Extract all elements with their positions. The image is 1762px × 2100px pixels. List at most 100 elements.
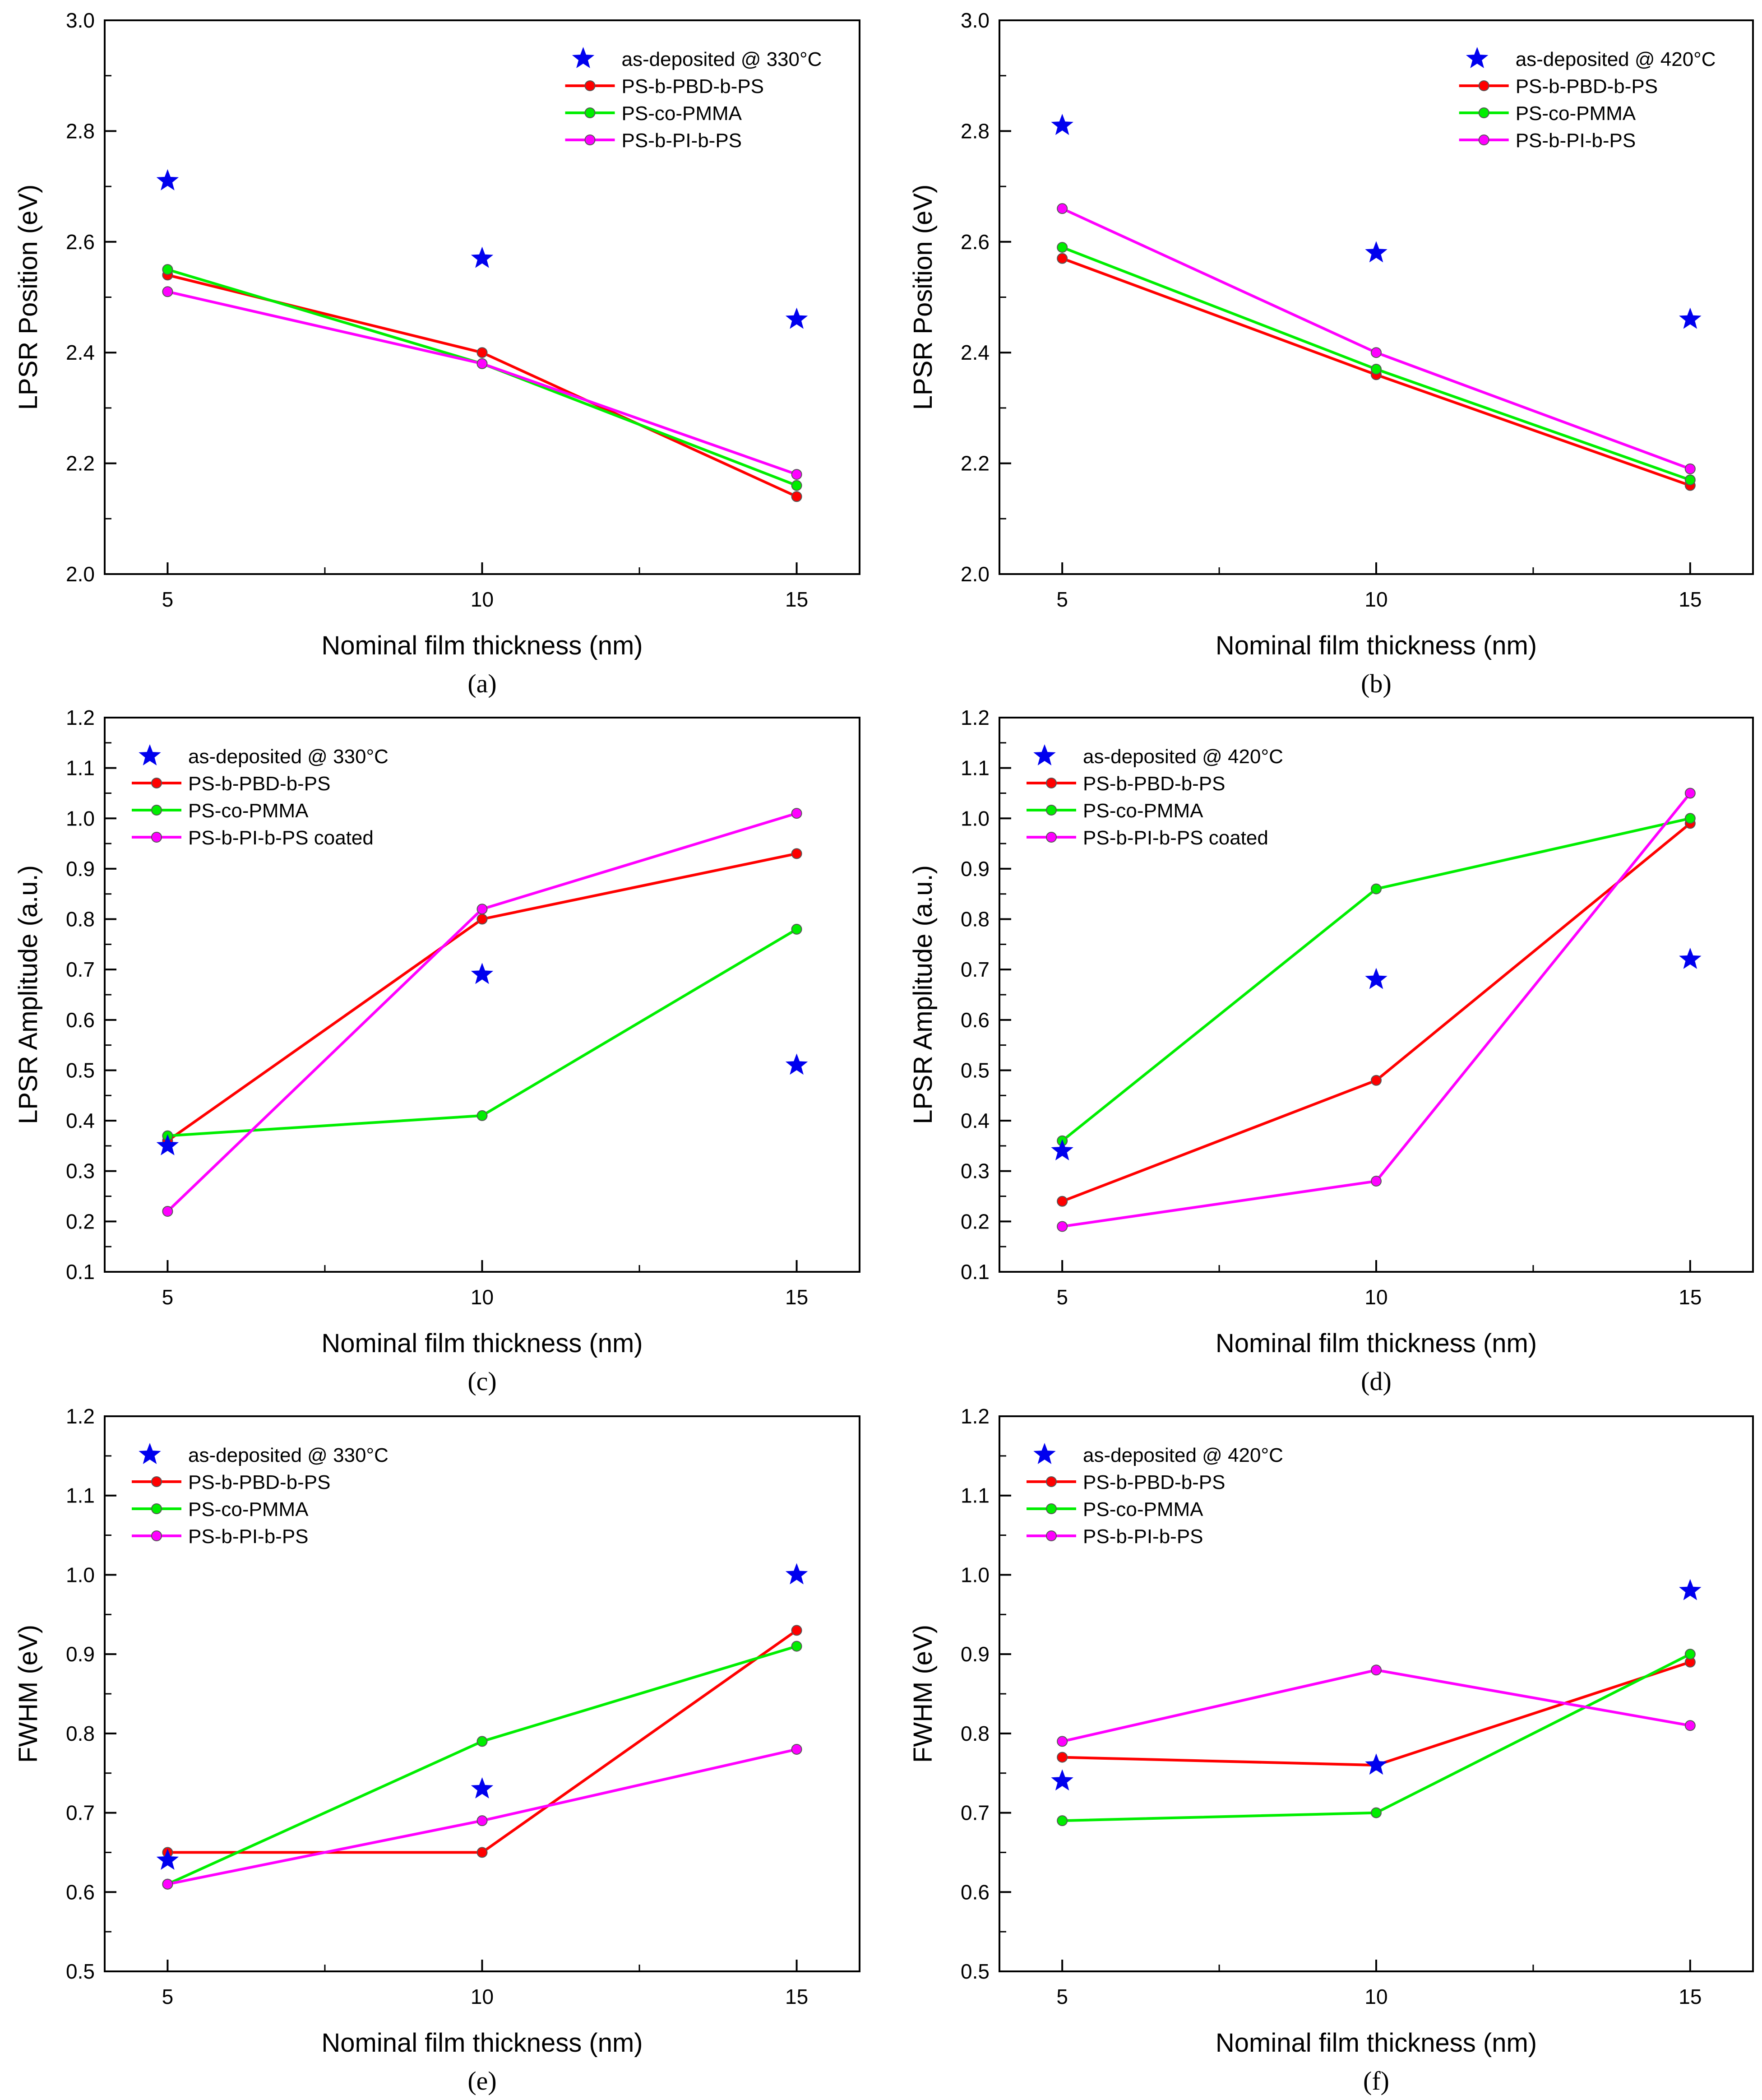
y-tick-label: 2.2 xyxy=(66,452,95,475)
star-point xyxy=(785,307,808,329)
star-point xyxy=(1365,968,1387,989)
series-line-ps-b-pbd-b-ps xyxy=(167,274,797,498)
y-tick-label: 0.6 xyxy=(961,1880,990,1904)
legend-marker xyxy=(1046,1530,1057,1541)
legend-label: PS-b-PI-b-PS coated xyxy=(1083,827,1268,849)
legend-label: PS-b-PI-b-PS coated xyxy=(188,827,374,849)
star-point xyxy=(785,1053,808,1075)
legend-star-marker xyxy=(1466,47,1489,68)
legend-marker xyxy=(1046,832,1057,843)
x-tick-label: 10 xyxy=(1364,588,1387,611)
series-line-ps-b-pi-b-ps-coated xyxy=(1062,792,1692,1228)
legend-marker xyxy=(151,805,162,816)
y-tick-label: 0.5 xyxy=(66,1960,95,1983)
legend-label: PS-b-PI-b-PS xyxy=(188,1525,309,1548)
data-point xyxy=(162,264,173,275)
chart-panel-c: 0.1 0.2 0.3 0.4 0.5 0.6 0.7 0.8 0.9 1.0 1.1 1.2 5 10 1… xyxy=(14,706,860,1396)
y-tick-label: 0.3 xyxy=(961,1159,990,1183)
y-tick-label: 0.9 xyxy=(66,1642,95,1666)
chart-panel-a: 2.0 2.2 2.4 2.6 2.8 3.0 5 10 15 Nominal film thic… xyxy=(14,9,860,698)
data-point xyxy=(1057,203,1068,214)
y-tick-label: 1.1 xyxy=(961,1484,990,1507)
series-line-ps-b-pi-b-ps xyxy=(1062,1669,1691,1743)
x-axis-label: Nominal film thickness (nm) xyxy=(321,1329,643,1358)
y-tick-label: 2.4 xyxy=(961,341,990,364)
x-tick-label: 10 xyxy=(1364,1985,1387,2008)
panel-label: (c) xyxy=(467,1367,496,1396)
data-point xyxy=(476,1110,488,1121)
x-axis-label: Nominal film thickness (nm) xyxy=(1216,631,1537,660)
legend-marker xyxy=(151,1476,162,1487)
star-point xyxy=(1051,1139,1073,1161)
x-tick-label: 5 xyxy=(162,1285,174,1309)
x-tick-label: 5 xyxy=(162,1985,174,2008)
y-tick-label: 2.6 xyxy=(961,230,990,254)
data-point xyxy=(1684,1720,1696,1731)
y-tick-label: 0.8 xyxy=(66,908,95,931)
legend-marker xyxy=(151,1530,162,1541)
data-point xyxy=(791,1641,802,1652)
star-point xyxy=(471,963,494,984)
data-point xyxy=(1371,364,1382,375)
x-axis-label: Nominal film thickness (nm) xyxy=(1216,1329,1537,1358)
star-point xyxy=(1051,1769,1073,1791)
chart-panel-e: 0.5 0.6 0.7 0.8 0.9 1.0 1.1 1.2 5 10 15 Nominal fil… xyxy=(14,1405,860,2095)
x-tick-label: 10 xyxy=(471,1985,494,2008)
star-point xyxy=(1365,241,1387,263)
y-tick-label: 0.7 xyxy=(66,958,95,981)
star-point xyxy=(156,1849,179,1870)
y-tick-label: 0.5 xyxy=(961,1058,990,1082)
star-point xyxy=(156,1134,179,1155)
y-tick-label: 0.8 xyxy=(66,1722,95,1745)
data-point xyxy=(476,904,488,915)
data-point xyxy=(1371,1664,1382,1676)
y-tick-label: 2.4 xyxy=(66,341,95,364)
y-tick-label: 1.0 xyxy=(66,807,95,830)
data-point xyxy=(1684,788,1696,799)
y-tick-label: 0.3 xyxy=(66,1159,95,1183)
y-tick-label: 3.0 xyxy=(961,9,990,32)
y-tick-label: 0.6 xyxy=(66,1008,95,1032)
data-point xyxy=(476,1815,488,1826)
x-tick-label: 5 xyxy=(1056,1985,1068,2008)
y-tick-label: 0.7 xyxy=(961,1801,990,1825)
y-tick-label: 1.1 xyxy=(66,756,95,780)
y-tick-label: 0.7 xyxy=(66,1801,95,1825)
y-tick-label: 0.4 xyxy=(66,1109,95,1132)
star-point xyxy=(1679,947,1702,969)
y-tick-label: 2.2 xyxy=(961,452,990,475)
y-axis-label: FWHM (eV) xyxy=(14,1625,43,1763)
data-point xyxy=(1057,1752,1068,1763)
data-point xyxy=(476,358,488,369)
data-point xyxy=(1371,883,1382,895)
series-line-ps-b-pbd-b-ps xyxy=(1062,1660,1691,1767)
legend-label: PS-co-PMMA xyxy=(622,102,742,125)
x-tick-label: 10 xyxy=(471,588,494,611)
y-tick-label: 0.9 xyxy=(961,857,990,881)
legend-label: as-deposited @ 330°C xyxy=(188,746,388,768)
legend-label: PS-b-PBD-b-PS xyxy=(188,773,330,795)
y-tick-label: 1.0 xyxy=(66,1563,95,1586)
data-point xyxy=(1684,474,1696,486)
data-point xyxy=(1057,253,1068,264)
star-point xyxy=(1051,114,1073,135)
y-tick-label: 0.9 xyxy=(66,857,95,881)
data-point xyxy=(791,480,802,491)
y-axis-label: LPSR Amplitude (a.u.) xyxy=(14,865,43,1124)
y-tick-label: 0.1 xyxy=(66,1260,95,1284)
y-tick-label: 0.9 xyxy=(961,1642,990,1666)
legend-label: PS-co-PMMA xyxy=(1083,1498,1203,1521)
legend-marker xyxy=(1046,805,1057,816)
legend-marker xyxy=(151,1503,162,1514)
legend-marker xyxy=(151,832,162,843)
star-point xyxy=(1679,1579,1702,1600)
y-tick-label: 0.1 xyxy=(961,1260,990,1284)
legend-label: PS-b-PI-b-PS xyxy=(1083,1525,1203,1548)
y-tick-label: 1.1 xyxy=(66,1484,95,1507)
legend-label: PS-b-PBD-b-PS xyxy=(1516,75,1658,97)
legend-label: PS-co-PMMA xyxy=(1516,102,1636,125)
y-tick-label: 2.0 xyxy=(961,562,990,586)
chart-panel-d: 0.1 0.2 0.3 0.4 0.5 0.6 0.7 0.8 0.9 1.0 1.1 1.2 5 10 1… xyxy=(908,706,1754,1396)
x-axis-label: Nominal film thickness (nm) xyxy=(321,2028,643,2058)
